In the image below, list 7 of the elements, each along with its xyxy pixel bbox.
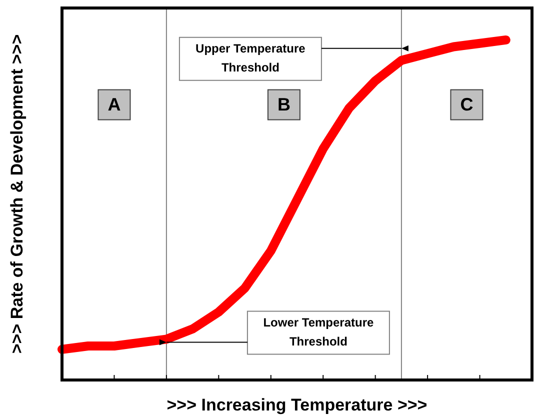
annotation: Upper Temperature Threshold [196, 42, 306, 75]
annotation: B [277, 94, 290, 115]
annotation: C [460, 94, 474, 115]
y-axis-title: >>> Rate of Growth & Development >>> [8, 34, 27, 354]
annotation: A [108, 94, 121, 115]
x-axis-title: >>> Increasing Temperature >>> [166, 396, 428, 415]
annotation: Lower Temperature Threshold [263, 316, 374, 349]
